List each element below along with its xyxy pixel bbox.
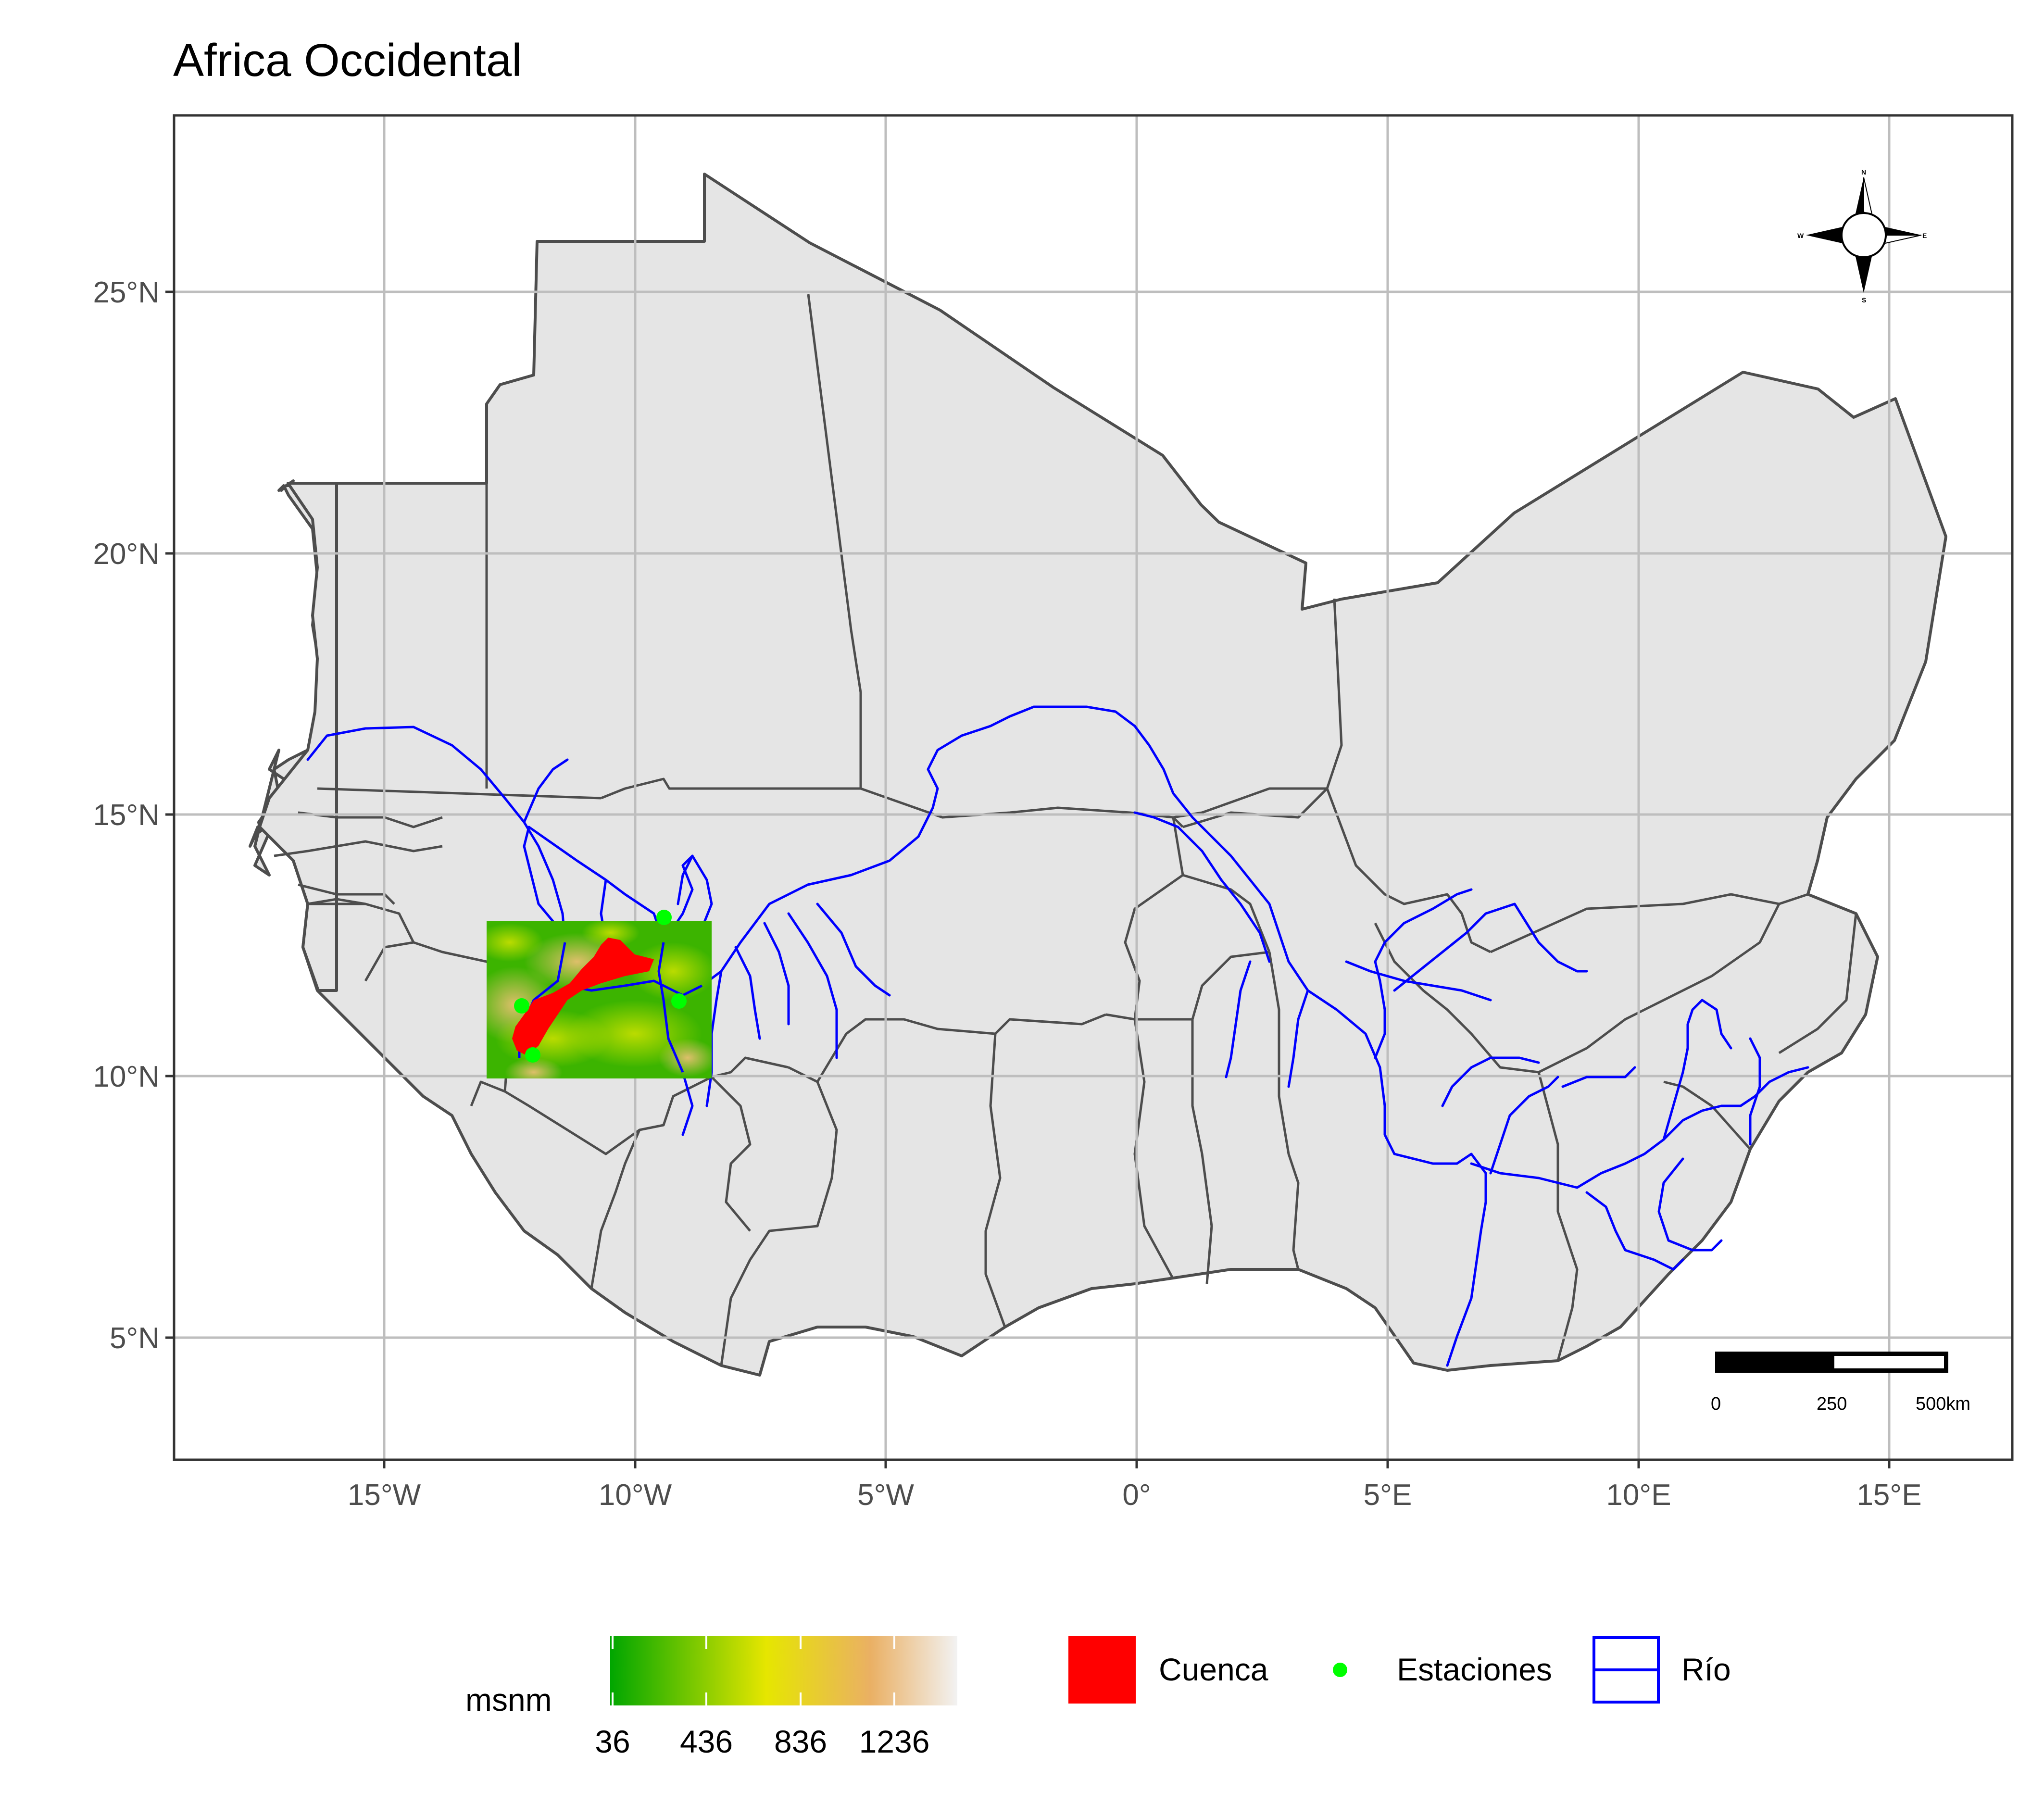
station-point [671, 993, 687, 1009]
y-axis-labels: 5°N 10°N 15°N 20°N 25°N [93, 276, 160, 1355]
river-volta-1 [1225, 960, 1252, 1078]
river-benue [1470, 1066, 1809, 1189]
colorbar-tick-label: 36 [595, 1724, 630, 1759]
stations [514, 910, 687, 1063]
river-sokoto-2 [1345, 960, 1492, 1002]
river-benue-trib-4 [1585, 1191, 1684, 1271]
map-title: Africa Occidental [173, 35, 522, 86]
x-tick-label: 5°E [1364, 1479, 1412, 1512]
land-mass-coast [258, 482, 338, 992]
north-arrow: N E S W [1797, 168, 1927, 304]
river-benue-trib-1 [1662, 999, 1732, 1141]
basin-polygon [512, 938, 654, 1055]
river-tributary-1 [523, 758, 569, 824]
river-upper-1 [662, 854, 713, 944]
station-point [656, 910, 672, 925]
scale-label-500: 500km [1916, 1394, 1970, 1414]
colorbar-tick-label: 1236 [859, 1724, 930, 1759]
station-point [514, 998, 529, 1014]
colorbar-tick-label: 436 [680, 1724, 733, 1759]
x-tick-label: 10°W [599, 1479, 672, 1512]
y-tick-label: 10°N [93, 1060, 160, 1093]
river-volta-2 [1287, 989, 1309, 1088]
river-niger-middle [1287, 960, 1487, 1367]
east-label: E [1922, 232, 1927, 239]
legend-key-estaciones [1333, 1663, 1347, 1677]
x-tick-label: 0° [1122, 1479, 1151, 1512]
x-tick-label: 15°E [1856, 1479, 1921, 1512]
colorbar-gradient [610, 1636, 957, 1705]
river-niger-bend [1133, 811, 1271, 963]
west-label: W [1797, 232, 1804, 239]
y-tick-label: 20°N [93, 538, 160, 571]
rivers [306, 705, 1809, 1367]
x-tick-label: 10°E [1606, 1479, 1671, 1512]
scale-bar: 0 250 500km [1711, 1352, 1970, 1414]
axis-ticks [165, 290, 1891, 1468]
graticule [174, 115, 2012, 1460]
north-label: N [1861, 168, 1866, 176]
river-gongola [1561, 1066, 1636, 1088]
legend-colorbar: msnm 36 436 836 1236 [465, 1636, 957, 1759]
river-hadejia [1374, 888, 1473, 1059]
legend-items: Cuenca Estaciones Río [1068, 1636, 1731, 1704]
legend-key-cuenca [1068, 1636, 1136, 1704]
river-senegal [306, 726, 566, 944]
river-tributary-7 [816, 902, 891, 997]
y-tick-label: 25°N [93, 276, 160, 309]
y-tick-label: 15°N [93, 799, 160, 832]
x-tick-label: 5°W [857, 1479, 914, 1512]
river-tributary-6 [787, 912, 838, 1059]
x-axis-labels: 15°W 10°W 5°W 0° 5°E 10°E 15°E [348, 1479, 1922, 1512]
colorbar-title: msnm [465, 1682, 552, 1717]
river-niger-upper [566, 705, 1290, 997]
river-upper-2 [677, 854, 694, 905]
river-sokoto [1393, 902, 1588, 992]
scale-label-250: 250 [1817, 1394, 1847, 1414]
scale-label-0: 0 [1711, 1394, 1721, 1414]
legend-label-rio: Río [1681, 1652, 1731, 1687]
station-point [525, 1047, 540, 1063]
legend-label-cuenca: Cuenca [1159, 1652, 1268, 1687]
river-benue-trib-2 [1749, 1037, 1761, 1146]
x-tick-label: 15°W [348, 1479, 421, 1512]
river-kaduna-2 [1441, 1056, 1540, 1107]
river-benue-trib-3 [1657, 1157, 1723, 1252]
legend-label-estaciones: Estaciones [1397, 1652, 1552, 1687]
panel-border [173, 114, 2014, 1461]
river-tributary-5 [763, 922, 790, 1026]
y-tick-label: 5°N [110, 1322, 160, 1355]
river-kaduna [1489, 1076, 1559, 1175]
colorbar-tick-label: 836 [774, 1724, 827, 1759]
south-label: S [1862, 296, 1866, 304]
river-tributary-4 [734, 946, 761, 1040]
